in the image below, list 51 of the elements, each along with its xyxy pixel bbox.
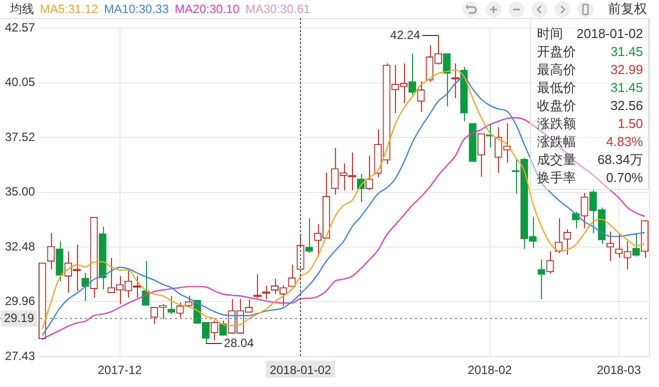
annotation: 32.99 [610,61,643,79]
x-tick-label: 2018-02 [468,363,512,378]
annotation: 涨跌额 [537,115,576,133]
x-tick-label: 2017-12 [98,363,142,378]
annotation: 成交量 [537,151,576,169]
y-tick-label: 27.43 [5,348,36,363]
candlestick [563,228,572,256]
candlestick [580,192,588,229]
candlestick [538,259,546,300]
text: MA5:31.12 [40,2,98,16]
candlestick [554,218,562,254]
y-tick-label: 40.05 [5,75,36,90]
annotation: 31.45 [610,79,643,97]
annotation: 42.24 [390,28,420,42]
candlestick [47,232,55,270]
candlestick [408,53,416,96]
y-tick-label: 29.96 [5,294,36,308]
text: 前复权 [608,0,647,18]
y-tick-label: 37.52 [5,130,36,144]
ref-line-label: 29.19 [4,310,34,325]
annotation: 32.56 [610,97,643,115]
annotation: 时间 [537,25,563,43]
annotation: 2018-01-02 [576,25,643,43]
annotation: 68.34万 [597,151,643,169]
candlestick [442,53,451,107]
annotation: 28.04 [224,336,254,350]
text: MA10:30.33 [104,2,169,16]
annotation: 涨跌幅 [537,133,576,151]
legend-title: 均线 [10,2,34,16]
candlestick [606,231,614,262]
x-tick-label: 2018-01-02 [270,363,332,378]
line-series [42,117,646,340]
candlestick [82,272,90,302]
candlestick [632,232,640,257]
candlestick [477,133,486,178]
annotation: 1.50 [618,115,643,133]
annotation: 最高价 [537,61,576,79]
annotation: 收盘价 [537,97,576,115]
text: MA20:30.10 [174,2,240,16]
candlestick [305,218,313,254]
annotation: 换手率 [537,169,576,187]
annotation: 0.70% [606,169,643,187]
annotation: 31.45 [610,43,643,61]
x-tick-label: 2018-03 [596,363,642,378]
annotation: 4.83% [606,133,643,151]
y-tick-label: 32.48 [5,239,36,254]
annotation: 开盘价 [537,43,576,61]
annotation: 最低价 [537,79,576,97]
y-tick-label: 35.00 [5,184,36,199]
legend-label: MA30:30.61 [245,2,310,16]
y-tick-label: 42.57 [5,20,36,35]
